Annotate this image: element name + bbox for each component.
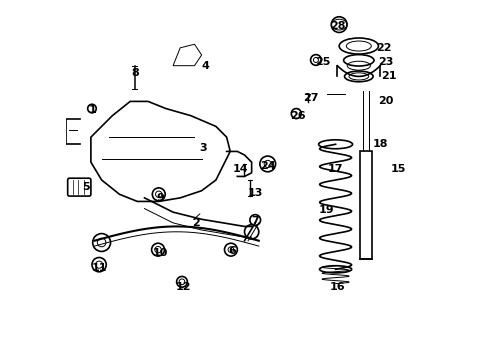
Text: 6: 6: [227, 247, 235, 256]
Polygon shape: [173, 44, 201, 66]
Text: 10: 10: [153, 248, 168, 258]
Text: 5: 5: [81, 182, 89, 192]
Text: 17: 17: [327, 164, 343, 174]
Text: 3: 3: [199, 143, 207, 153]
Text: 22: 22: [375, 43, 391, 53]
Text: 26: 26: [290, 111, 305, 121]
Text: 2: 2: [192, 218, 200, 228]
Text: 15: 15: [389, 164, 405, 174]
Text: 14: 14: [233, 164, 248, 174]
Text: 25: 25: [315, 57, 330, 67]
Text: 11: 11: [92, 262, 107, 273]
Text: 21: 21: [381, 71, 396, 81]
Text: 1: 1: [89, 105, 96, 115]
Text: 8: 8: [131, 68, 139, 78]
Text: 9: 9: [156, 193, 164, 203]
Text: 19: 19: [318, 205, 334, 215]
Text: 13: 13: [247, 188, 263, 198]
Text: 18: 18: [372, 139, 387, 149]
Text: 4: 4: [201, 61, 209, 71]
Text: 28: 28: [329, 21, 345, 31]
Bar: [359, 152, 372, 258]
Text: 27: 27: [302, 93, 318, 103]
Text: 20: 20: [377, 96, 392, 107]
Text: 23: 23: [377, 57, 392, 67]
Text: 24: 24: [260, 161, 275, 171]
Text: 16: 16: [329, 282, 345, 292]
Text: 12: 12: [176, 282, 191, 292]
Text: 7: 7: [251, 216, 259, 226]
